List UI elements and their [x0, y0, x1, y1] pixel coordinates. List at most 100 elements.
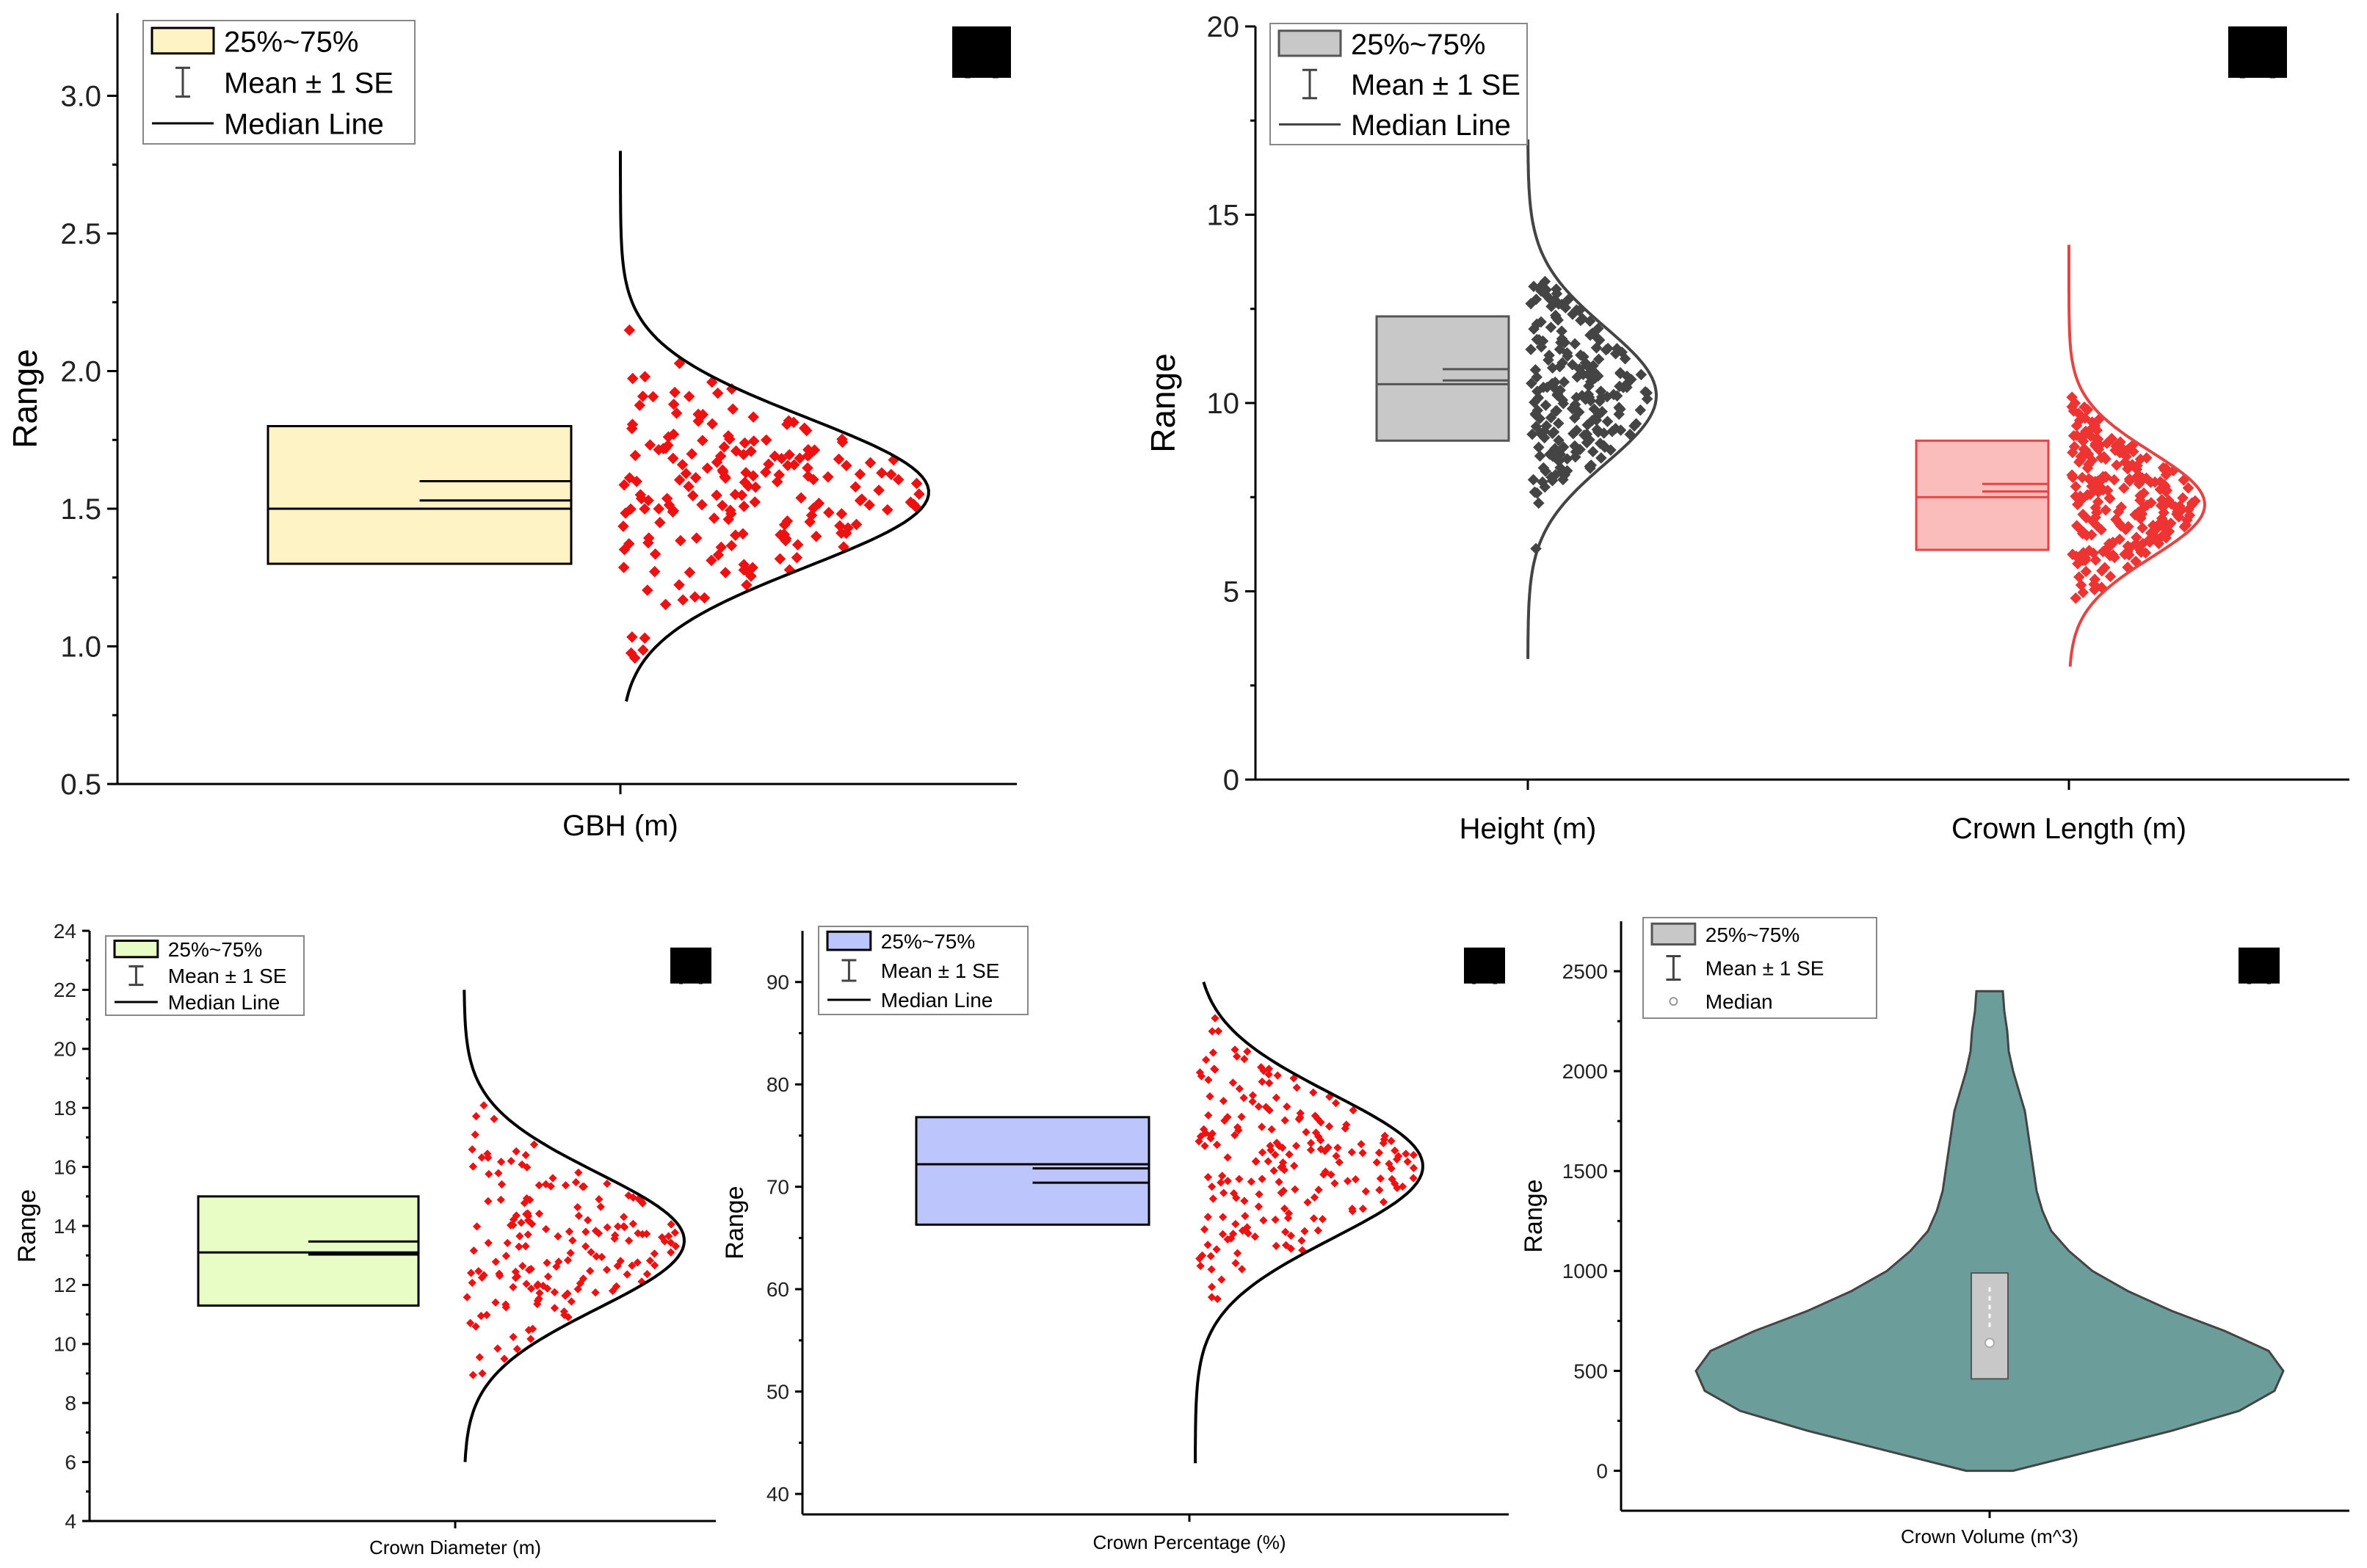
data-point [1316, 1144, 1325, 1154]
data-point [495, 1271, 504, 1280]
data-point [2143, 534, 2156, 545]
normal-curve [463, 990, 686, 1462]
data-point [628, 1219, 638, 1228]
data-point [477, 1153, 486, 1162]
legend-box-swatch [113, 939, 159, 959]
legend-label: Mean ± 1 SE [1351, 69, 1520, 101]
points [463, 1101, 681, 1379]
data-point [1277, 1188, 1286, 1197]
data-point [1403, 1157, 1412, 1166]
data-point [1272, 1139, 1281, 1147]
median-marker [1984, 1337, 1995, 1349]
data-point [1387, 1136, 1396, 1145]
data-point [2080, 425, 2092, 438]
data-point [479, 1101, 488, 1110]
y-tick-label: 1.0 [60, 631, 101, 664]
data-point [649, 548, 661, 560]
data-point [864, 457, 877, 469]
points [1525, 275, 1653, 555]
data-point [1206, 1134, 1215, 1143]
data-point [466, 1268, 476, 1277]
data-point [2177, 492, 2189, 504]
data-point [1525, 297, 1537, 310]
data-point [1218, 1230, 1228, 1238]
iqr-box [197, 1195, 420, 1307]
data-point [788, 416, 800, 428]
data-point [794, 452, 806, 465]
data-point [567, 1297, 576, 1306]
data-point [1641, 393, 1653, 405]
panel-label-text: (b) [2233, 35, 2283, 79]
data-point [563, 1256, 573, 1265]
data-point [2104, 570, 2117, 583]
data-point [1557, 473, 1569, 486]
data-point [634, 399, 646, 411]
data-point [1258, 1175, 1266, 1183]
data-point [509, 1221, 518, 1230]
data-point [2081, 462, 2094, 474]
legend-label: Median [1706, 990, 1773, 1013]
data-point [667, 398, 680, 410]
data-point [1241, 1211, 1250, 1221]
data-point [1196, 1261, 1205, 1271]
data-point [463, 1293, 471, 1302]
data-point [1223, 1177, 1232, 1186]
data-point [468, 1278, 476, 1288]
data-point [739, 437, 751, 449]
data-point [708, 512, 720, 524]
data-point [476, 1311, 485, 1321]
data-point [724, 504, 736, 516]
data-point [620, 1213, 628, 1222]
data-point [1235, 1084, 1244, 1093]
data-point [1271, 1215, 1280, 1224]
data-point [616, 1257, 625, 1266]
data-point [729, 529, 742, 541]
data-point [717, 464, 728, 476]
data-point [1303, 1198, 1312, 1207]
data-point [581, 1227, 590, 1236]
data-point [1290, 1161, 1299, 1170]
x-category-label: GBH (m) [562, 810, 678, 842]
legend-box-swatch [1650, 922, 1697, 946]
data-point [472, 1222, 482, 1231]
data-point [595, 1195, 603, 1204]
legend-label: 25%~75% [168, 938, 262, 961]
data-point [482, 1310, 491, 1319]
y-tick-label: 2.5 [60, 218, 101, 250]
data-point [1264, 1157, 1272, 1166]
data-point [802, 462, 813, 474]
data-point [1385, 1159, 1393, 1169]
data-point [484, 1153, 493, 1162]
data-point [1240, 1055, 1249, 1064]
data-point [1218, 1172, 1227, 1180]
data-point [1635, 369, 1648, 381]
data-point [1264, 1070, 1273, 1079]
data-point [1332, 1152, 1341, 1161]
data-point [667, 452, 679, 465]
data-point [1309, 1214, 1319, 1223]
data-point [2156, 519, 2168, 531]
data-point [669, 386, 681, 399]
data-point [554, 1232, 562, 1241]
normal-curve [2067, 244, 2207, 667]
data-point [1558, 376, 1570, 388]
legend-label: Median Line [881, 989, 993, 1012]
data-point [561, 1180, 570, 1190]
data-point [683, 391, 695, 402]
data-point [610, 1234, 619, 1243]
y-axis-title: Range [6, 349, 44, 449]
panel-c: 4 6 8 10 12 14 16 18 20 22 24 Crown Diameter (m) Ran… [13, 920, 716, 1558]
data-point [747, 411, 759, 423]
data-point [573, 1285, 582, 1293]
data-point [1203, 1213, 1212, 1222]
data-point [684, 567, 696, 578]
y-tick-label: 18 [54, 1097, 76, 1119]
data-point [521, 1241, 530, 1251]
data-point [1547, 450, 1559, 462]
data-point [763, 458, 775, 471]
panel-label-bg [952, 26, 1011, 78]
data-point [526, 1195, 534, 1205]
data-point [639, 503, 650, 515]
data-point [1258, 1148, 1267, 1157]
legend-label: 25%~75% [1351, 29, 1485, 61]
